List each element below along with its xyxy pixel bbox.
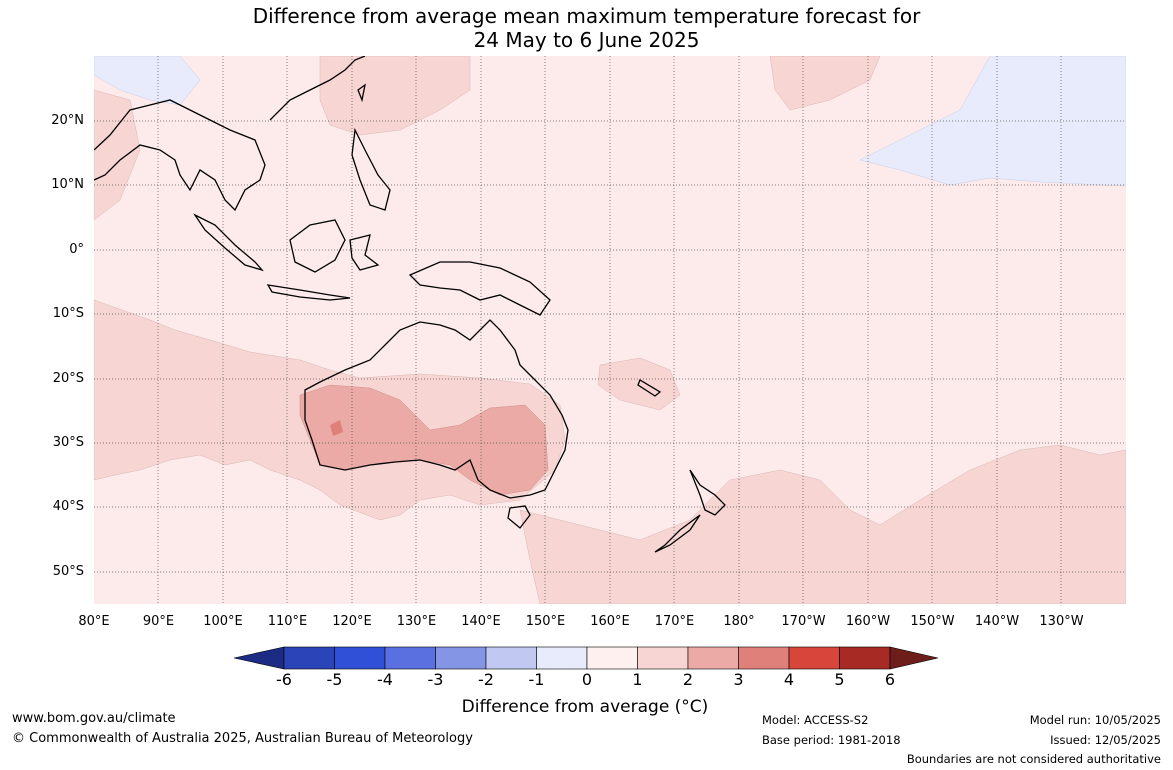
sulawesi-coastline [349, 234, 380, 271]
map-title: Difference from average mean maximum tem… [0, 4, 1173, 52]
anomaly-region-northeast [769, 56, 881, 111]
colorbar-bin [586, 646, 638, 670]
colorbar-tick-label: -1 [528, 670, 545, 689]
colorbar-tick-label: 3 [733, 670, 744, 689]
nz-south-island-coastline [654, 514, 701, 553]
longitude-label: 180° [723, 614, 755, 629]
sumatra-coastline [193, 213, 264, 272]
longitude-label: 160°W [845, 614, 891, 629]
latitude-label: 20°N [51, 113, 84, 128]
taiwan-coastline [357, 83, 366, 103]
colorbar-bin [788, 646, 840, 670]
colorbar-bin [485, 646, 537, 670]
longitude-label: 150°W [910, 614, 955, 629]
colorbar-title: Difference from average (°C) [461, 697, 709, 717]
longitude-label: 100°E [203, 614, 243, 629]
footer-base-period: Base period: 1981-2018 [762, 733, 901, 747]
tasmania-coastline [507, 505, 531, 529]
colorbar-bin [334, 646, 386, 670]
longitude-label: 120°E [332, 614, 372, 629]
latitude-label: 0° [69, 242, 84, 257]
colorbar-tick-label: -2 [478, 670, 494, 689]
footer-copyright: © Commonwealth of Australia 2025, Austra… [12, 731, 473, 746]
new-caledonia-coastline [637, 379, 662, 397]
colorbar-bin [839, 646, 891, 670]
colorbar-bin [536, 646, 588, 670]
longitude-label: 170°E [654, 614, 695, 629]
mainland-asia-coastline [94, 99, 266, 212]
longitude-label: 170°W [781, 614, 826, 629]
colorbar-tick-label: -6 [276, 670, 292, 689]
colorbar-tick-label: 5 [834, 670, 845, 689]
footer-disclaimer: Boundaries are not considered authoritat… [906, 752, 1161, 766]
longitude-label: 140°W [974, 614, 1020, 629]
colorbar-tick-label: 0 [581, 670, 593, 689]
colorbar-extend-high [889, 646, 939, 670]
anomaly-region-south [519, 444, 1126, 604]
nz-north-island-coastline [689, 469, 726, 516]
anomaly-region-cool-asia [94, 56, 201, 106]
new-guinea-coastline [408, 261, 551, 316]
colorbar-extend-low [233, 646, 285, 670]
colorbar-tick-label: 1 [632, 670, 643, 689]
longitude-label: 130°W [1039, 614, 1084, 629]
longitude-label: 80°E [78, 614, 110, 629]
longitude-label: 150°E [525, 614, 566, 629]
colorbar-tick-label: -4 [377, 670, 393, 689]
borneo-coastline [289, 219, 346, 273]
java-coastline [266, 284, 351, 301]
anomaly-region-north [319, 56, 471, 136]
latitude-label: 30°S [52, 435, 84, 450]
anomaly-region-seasia [94, 89, 141, 221]
colorbar-bin [738, 646, 790, 670]
anomaly-region-peak [330, 420, 343, 436]
colorbar-tick-label: 4 [783, 670, 795, 689]
longitude-label: 130°E [396, 614, 437, 629]
latitude-label: 50°S [52, 564, 84, 579]
longitude-label: 110°E [267, 614, 308, 629]
footer-issued: Issued: 12/05/2025 [1050, 733, 1161, 747]
latitude-label: 10°S [52, 306, 84, 321]
latitude-label: 40°S [52, 499, 84, 514]
longitude-label: 160°E [590, 614, 630, 629]
colorbar-tick-label: -3 [427, 670, 444, 689]
footer-model: Model: ACCESS-S2 [762, 713, 869, 727]
colorbar-bin [687, 646, 739, 670]
anomaly-shading [94, 56, 1126, 604]
colorbar-tick-label: 6 [884, 670, 896, 689]
title-line-2: 24 May to 6 June 2025 [473, 28, 700, 52]
longitude-label: 90°E [142, 614, 175, 629]
colorbar-bin [637, 646, 689, 670]
colorbar-tick-label: -5 [326, 670, 343, 689]
footer-url[interactable]: www.bom.gov.au/climate [12, 711, 176, 726]
longitude-label: 140°E [461, 614, 501, 629]
australia-coastline [304, 319, 569, 499]
colorbar-bin [283, 646, 335, 670]
china-coastline [269, 56, 366, 121]
latitude-label: 10°N [51, 177, 84, 192]
philippines-coastline [351, 127, 391, 211]
colorbar-bin [435, 646, 487, 670]
footer-model-run: Model run: 10/05/2025 [1029, 713, 1161, 727]
colorbar-tick-label: 2 [682, 670, 694, 689]
colorbar-bin [384, 646, 436, 670]
latitude-label: 20°S [52, 371, 84, 386]
colorbar [233, 646, 939, 670]
title-line-1: Difference from average mean maximum tem… [252, 4, 921, 28]
graticule [94, 56, 1126, 604]
coastlines [94, 56, 726, 553]
